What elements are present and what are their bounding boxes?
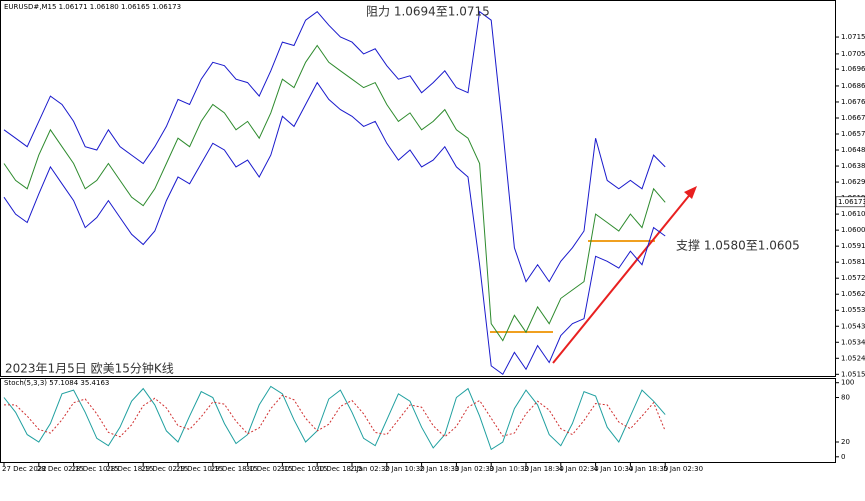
x-tick-label: 30 Dec 18:15 <box>315 465 362 473</box>
x-tick-label: 27 Dec 2022 <box>2 465 47 473</box>
series-line <box>3 10 666 283</box>
x-tick-label: 28 Dec 10:15 <box>72 465 119 473</box>
y-tick-label: 80 <box>841 394 850 402</box>
x-tick-label: 29 Dec 02:15 <box>141 465 188 473</box>
trend-arrow <box>552 191 693 364</box>
y-tick-label: 1.05435 <box>841 322 865 330</box>
y-tick-label: 1.06005 <box>841 226 865 234</box>
arrow-head <box>684 186 697 199</box>
y-tick-label: 100 <box>841 379 854 387</box>
x-tick-label: 4 Jan 10:30 <box>594 465 634 473</box>
annotation: 阻力 1.0694至1.0715 <box>366 5 490 19</box>
x-tick-label: 28 Dec 02:15 <box>37 465 84 473</box>
y-tick-label: 1.06480 <box>841 146 865 154</box>
stoch-panel <box>0 378 836 463</box>
y-tick-label: 1.06960 <box>841 65 865 73</box>
series-line <box>4 394 666 438</box>
x-tick-label: 28 Dec 18:15 <box>106 465 153 473</box>
x-tick-label: 30 Dec 02:15 <box>246 465 293 473</box>
last-price-box <box>835 196 865 208</box>
x-tick-label: 2 Jan 18:30 <box>420 465 460 473</box>
indicator-title: Stoch(5,3,3) 57.1084 35.4163 <box>4 379 109 387</box>
y-tick-label: 1.05150 <box>841 370 865 378</box>
y-tick-label: 1.06670 <box>841 114 865 122</box>
x-tick-label: 3 Jan 10:30 <box>489 465 529 473</box>
x-tick-label: 4 Jan 02:30 <box>559 465 599 473</box>
x-tick-label: 5 Jan 02:30 <box>663 465 703 473</box>
y-tick-label: 1.06100 <box>841 210 865 218</box>
series-line <box>3 44 666 342</box>
y-tick-label: 1.06860 <box>841 82 865 90</box>
x-tick-label: 3 Jan 18:30 <box>524 465 564 473</box>
x-tick-label: 29 Dec 18:15 <box>211 465 258 473</box>
price-panel <box>0 0 836 377</box>
x-tick-label: 30 Dec 10:15 <box>280 465 327 473</box>
y-tick-label: 1.05910 <box>841 242 865 250</box>
y-tick-label: 1.07150 <box>841 33 865 41</box>
series-line <box>3 385 666 451</box>
x-tick-label: 4 Jan 18:30 <box>628 465 668 473</box>
y-tick-label: 1.05815 <box>841 258 865 266</box>
y-tick-label: 20 <box>841 438 850 446</box>
last-price-label: 1.06173 <box>838 198 865 206</box>
x-tick-label: 29 Dec 10:15 <box>176 465 223 473</box>
symbol-header: EURUSD#,M15 1.06171 1.06180 1.06165 1.06… <box>4 3 181 11</box>
y-tick-label: 1.07050 <box>841 50 865 58</box>
y-tick-label: 1.06575 <box>841 130 865 138</box>
y-tick-label: 0 <box>841 453 845 461</box>
y-tick-label: 1.05245 <box>841 354 865 362</box>
y-tick-label: 1.06385 <box>841 162 865 170</box>
x-tick-label: 2 Jan 02:30 <box>350 465 390 473</box>
y-tick-label: 1.06765 <box>841 98 865 106</box>
y-tick-label: 1.05340 <box>841 338 865 346</box>
annotation: 支撑 1.0580至1.0605 <box>676 238 800 253</box>
y-tick-label: 1.06290 <box>841 178 865 186</box>
x-tick-label: 2 Jan 10:30 <box>385 465 425 473</box>
y-tick-label: 1.05625 <box>841 290 865 298</box>
series-line <box>3 81 666 376</box>
y-tick-label: 1.05530 <box>841 306 865 314</box>
x-tick-label: 3 Jan 02:30 <box>454 465 494 473</box>
y-tick-label: 1.05720 <box>841 274 865 282</box>
annotation: 2023年1月5日 欧美15分钟K线 <box>5 361 174 376</box>
